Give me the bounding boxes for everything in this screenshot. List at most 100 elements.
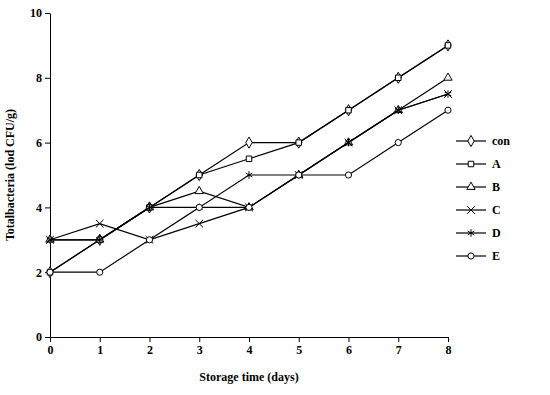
series-marker	[245, 204, 253, 212]
series-marker	[96, 236, 103, 244]
series-marker	[146, 236, 154, 244]
legend-marker	[468, 161, 473, 166]
series-marker	[195, 220, 203, 228]
series-line	[50, 94, 448, 240]
series-line	[50, 94, 448, 240]
x-tick-mark	[199, 337, 200, 342]
legend-item: con	[456, 134, 510, 148]
y-tick: 10	[30, 6, 50, 20]
x-tick-label: 6	[346, 343, 352, 357]
series-marker	[296, 137, 302, 148]
y-tick: 0	[36, 330, 50, 344]
series-marker	[345, 105, 351, 116]
y-axis: 0 2 4 6 8 10	[30, 6, 51, 344]
series-marker	[445, 107, 451, 113]
series-marker	[246, 171, 253, 179]
series-marker	[445, 43, 450, 48]
legend-marker	[467, 206, 475, 214]
x-axis-title: Storage time (days)	[199, 370, 298, 384]
plot-area	[46, 40, 452, 278]
legend: con ABCDE	[456, 134, 510, 263]
legend-item: D	[456, 226, 501, 240]
x-tick-label: 7	[396, 343, 402, 357]
y-tick-mark	[45, 337, 50, 338]
legend-marker	[467, 182, 475, 189]
series-marker	[246, 137, 252, 148]
x-tick: 2	[147, 337, 153, 357]
series-marker	[345, 139, 352, 147]
y-tick-label: 8	[36, 71, 42, 85]
series-marker	[395, 106, 402, 114]
legend-item: C	[456, 203, 501, 217]
x-tick-label: 4	[247, 343, 253, 357]
series-marker	[346, 107, 351, 112]
series-marker	[395, 140, 401, 146]
legend-label: B	[492, 180, 500, 194]
x-tick-mark	[398, 337, 399, 342]
y-tick-label: 10	[30, 6, 42, 20]
legend-label: con	[492, 134, 510, 148]
x-tick-mark	[100, 337, 101, 342]
series-marker	[295, 171, 302, 179]
y-tick: 8	[36, 71, 50, 85]
series-line	[50, 45, 448, 272]
x-tick: 0	[48, 337, 54, 357]
x-tick: 8	[446, 337, 452, 357]
series-marker	[296, 140, 301, 145]
legend-label: E	[492, 249, 500, 263]
legend-marker	[468, 229, 475, 237]
series-marker	[246, 204, 252, 210]
y-tick-mark	[45, 207, 50, 208]
legend-label: C	[492, 203, 501, 217]
x-tick: 6	[346, 337, 352, 357]
series-marker	[146, 237, 152, 243]
series-marker	[47, 269, 52, 274]
series-marker	[47, 236, 54, 244]
series-marker	[196, 204, 203, 212]
x-tick-label: 1	[97, 343, 103, 357]
series-marker	[445, 40, 451, 51]
series-marker	[246, 156, 251, 161]
x-tick: 4	[247, 337, 253, 357]
x-tick: 3	[197, 337, 203, 357]
x-tick-label: 0	[48, 343, 54, 357]
series-marker	[444, 73, 452, 80]
series-marker	[444, 90, 452, 98]
x-tick-mark	[349, 337, 350, 342]
x-tick-label: 8	[446, 343, 452, 357]
y-tick-label: 2	[36, 266, 42, 280]
x-tick-label: 2	[147, 343, 153, 357]
series-marker	[96, 220, 104, 228]
y-tick-label: 0	[36, 330, 42, 344]
series-marker	[97, 269, 103, 275]
legend-marker	[468, 135, 474, 146]
legend-item: A	[456, 157, 501, 171]
x-tick-mark	[50, 337, 51, 342]
x-tick-mark	[249, 337, 250, 342]
series-marker	[394, 106, 402, 114]
series-marker	[245, 203, 253, 210]
series-marker	[345, 139, 353, 147]
series-marker	[47, 269, 53, 275]
series-marker	[197, 172, 202, 177]
y-tick-mark	[45, 143, 50, 144]
series-marker	[396, 75, 401, 80]
legend-item: E	[456, 249, 500, 263]
series-marker	[196, 204, 202, 210]
series-line	[50, 110, 448, 272]
legend-marker	[468, 253, 474, 259]
series-marker	[295, 171, 303, 179]
x-tick-mark	[299, 337, 300, 342]
y-tick-label: 6	[36, 136, 42, 150]
y-tick: 4	[36, 201, 50, 215]
x-tick-mark	[150, 337, 151, 342]
series-line	[50, 78, 448, 240]
y-tick-mark	[45, 78, 50, 79]
series-marker	[47, 267, 53, 278]
series-marker	[395, 72, 401, 83]
x-tick-label: 5	[296, 343, 302, 357]
x-tick-mark	[448, 337, 449, 342]
legend-item: B	[456, 180, 500, 194]
chart: 0123456780246810Storage time (days)Total…	[0, 0, 550, 395]
x-tick: 5	[296, 337, 302, 357]
